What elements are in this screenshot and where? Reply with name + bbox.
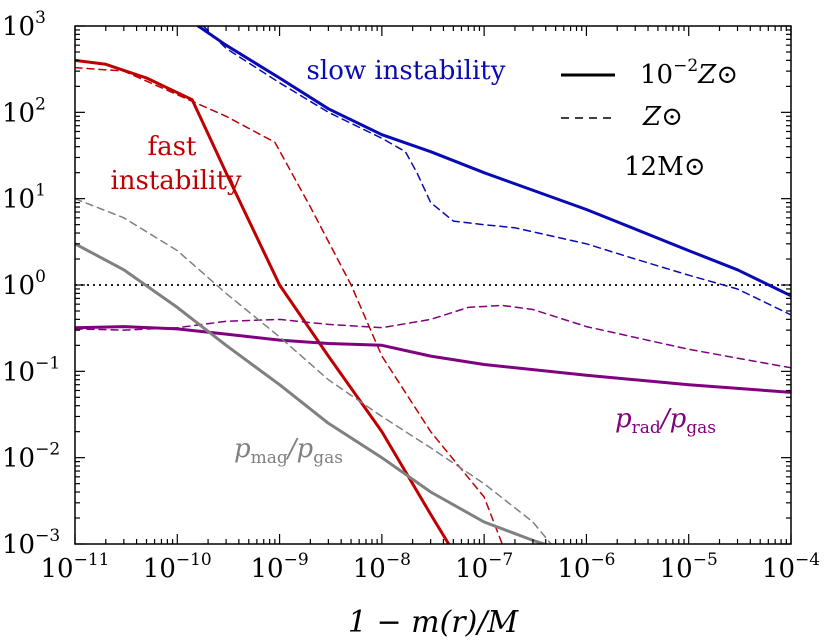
series-line-6: p_mag/p_gas (10^-2 Z⊙) — [75, 242, 550, 544]
y-tick-label-0: 10−3 — [2, 526, 60, 560]
y-tick-label-6: 103 — [2, 8, 46, 42]
x-tick-label-4: 10−7 — [455, 550, 513, 584]
series-line-3: fast instability (Z⊙) — [75, 66, 503, 544]
series-line-5: p_rad/p_gas (Z⊙) — [75, 304, 791, 369]
series-layer: slow instability (10^-2 Z⊙)slow instabil… — [75, 26, 791, 544]
x-tick-label-6: 10−5 — [660, 550, 718, 584]
x-tick-label-1: 10−10 — [143, 550, 212, 584]
annotation-fast-line2: instability — [110, 166, 241, 196]
legend-label-dashed: Z⊙ — [642, 102, 683, 132]
y-tick-label-5: 102 — [2, 94, 46, 128]
annotation-fast-line1: fast — [148, 132, 197, 162]
x-axis-label: 1 − m(r)/M — [348, 605, 520, 640]
y-tick-label-3: 100 — [2, 267, 46, 301]
annotation-p-rad-over-p-gas: prad/pgas — [615, 404, 716, 438]
y-tick-label-1: 10−2 — [2, 440, 60, 474]
legend-mass-label: 12M⊙ — [624, 152, 706, 182]
annotation-slow-instability: slow instability — [307, 56, 506, 86]
x-tick-label-5: 10−6 — [557, 550, 615, 584]
y-tick-labels: 10−3 10−2 10−1 100 101 102 103 — [2, 8, 60, 560]
legend: 10−2Z⊙ Z⊙ 12M⊙ — [561, 56, 738, 182]
y-tick-label-4: 101 — [2, 181, 46, 215]
series-line-7: p_mag/p_gas (Z⊙) — [75, 197, 552, 544]
x-tick-label-7: 10−4 — [762, 550, 820, 584]
x-tick-labels: 10−11 10−10 10−9 10−8 10−7 10−6 10−5 10−4 — [41, 550, 821, 584]
series-line-4: p_rad/p_gas (10^-2 Z⊙) — [75, 325, 791, 394]
x-tick-label-2: 10−9 — [250, 550, 308, 584]
series-line-1: slow instability (Z⊙) — [202, 26, 791, 316]
y-tick-label-2: 10−1 — [2, 353, 60, 387]
series-line-0: slow instability (10^-2 Z⊙) — [196, 26, 791, 298]
x-tick-label-3: 10−8 — [353, 550, 411, 584]
legend-label-solid: 10−2Z⊙ — [640, 56, 738, 90]
annotation-p-mag-over-p-gas: pmag/pgas — [234, 434, 343, 468]
x-tick-label-0: 10−11 — [41, 550, 110, 584]
ticks-layer — [74, 25, 792, 545]
